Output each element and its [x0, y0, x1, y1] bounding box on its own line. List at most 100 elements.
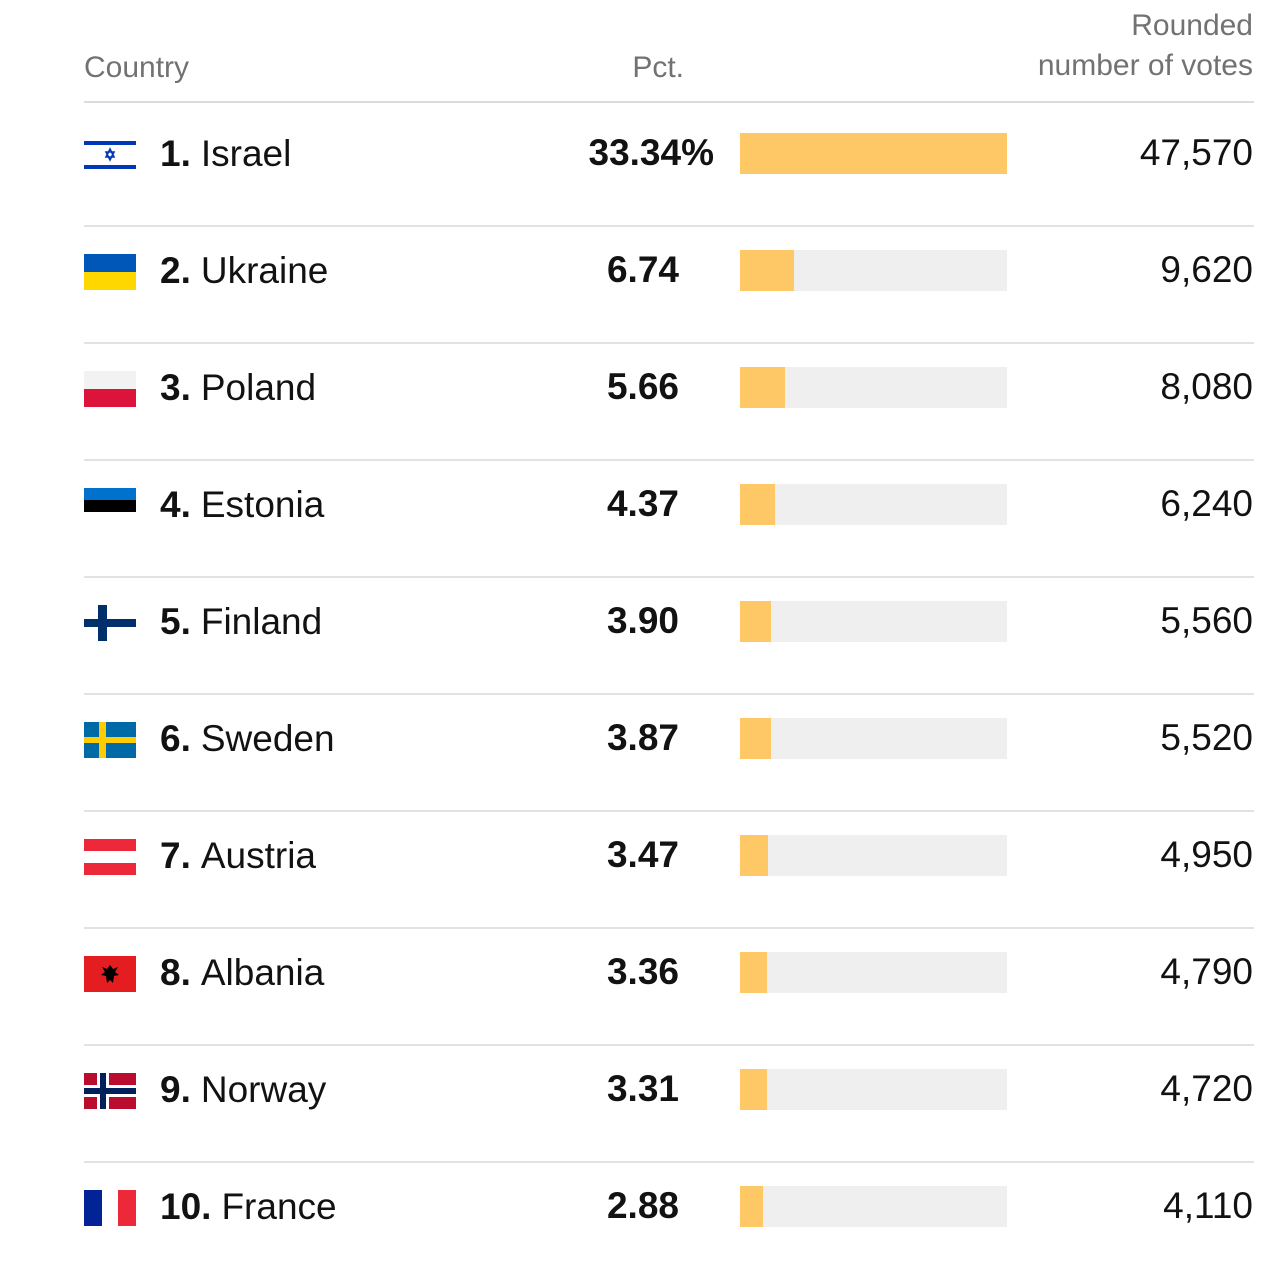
country-name: 4. Estonia — [160, 482, 324, 528]
france-flag-icon — [84, 1190, 136, 1226]
bar — [740, 835, 768, 876]
row-divider — [84, 810, 1254, 812]
country-name: 10. France — [160, 1184, 337, 1230]
austria-flag-icon — [84, 839, 136, 875]
country-rank: 3. — [160, 367, 191, 408]
row-divider — [84, 225, 1254, 227]
finland-flag-icon — [84, 605, 136, 641]
country-name: 7. Austria — [160, 833, 316, 879]
votes-value: 9,620 — [1160, 249, 1253, 290]
country-name: 1. Israel — [160, 131, 291, 177]
votes-value: 5,520 — [1160, 717, 1253, 758]
country-name: 8. Albania — [160, 950, 324, 996]
row-divider — [84, 342, 1254, 344]
bar — [740, 1069, 767, 1110]
bar — [740, 367, 785, 408]
table-row: 3. Poland 5.66 8,080 — [0, 337, 1280, 454]
country-rank: 1. — [160, 133, 191, 174]
pct-value: 3.87 — [606, 717, 679, 758]
country-label: Finland — [200, 601, 323, 642]
albania-flag-icon — [84, 956, 136, 992]
country-label: Ukraine — [200, 250, 329, 291]
bar — [740, 250, 794, 291]
votes-value: 4,720 — [1160, 1068, 1253, 1109]
table-row: 10. France 2.88 4,110 — [0, 1156, 1280, 1273]
country-name: 9. Norway — [160, 1067, 326, 1113]
country-rank: 2. — [160, 250, 191, 291]
votes-value: 47,570 — [1139, 132, 1253, 173]
pct-value: 6.74 — [606, 249, 679, 290]
bar — [740, 601, 771, 642]
pct-value: 4.37 — [606, 483, 679, 524]
votes-value: 4,110 — [1163, 1185, 1253, 1226]
bar-track — [740, 1069, 1007, 1110]
votes-value: 6,240 — [1160, 483, 1253, 524]
country-rank: 9. — [160, 1069, 191, 1110]
bar-track — [740, 484, 1007, 525]
bar-track — [740, 1186, 1007, 1227]
israel-flag-icon — [84, 137, 136, 173]
pct-value: 3.90 — [606, 600, 679, 641]
bar — [740, 1186, 763, 1227]
row-divider — [84, 1161, 1254, 1163]
bar-track — [740, 718, 1007, 759]
country-name: 5. Finland — [160, 599, 322, 645]
country-rank: 8. — [160, 952, 191, 993]
country-label: Estonia — [200, 484, 325, 525]
row-divider — [84, 459, 1254, 461]
header-country: Country — [84, 51, 190, 84]
country-label: Austria — [200, 835, 317, 876]
header-divider — [84, 101, 1254, 103]
country-label: Israel — [200, 133, 292, 174]
ukraine-flag-icon — [84, 254, 136, 290]
row-divider — [84, 576, 1254, 578]
pct-value: 5.66 — [606, 366, 679, 407]
header-votes: Rounded number of votes — [953, 6, 1253, 86]
bar — [740, 718, 771, 759]
country-label: Albania — [200, 952, 325, 993]
header-votes-line1: Rounded — [1131, 9, 1253, 42]
table-row: 9. Norway 3.31 4,720 — [0, 1039, 1280, 1156]
estonia-flag-icon — [84, 488, 136, 524]
pct-value: 33.34% — [588, 132, 715, 173]
country-rank: 4. — [160, 484, 191, 525]
votes-value: 4,950 — [1160, 834, 1253, 875]
table-row: 2. Ukraine 6.74 9,620 — [0, 220, 1280, 337]
country-rank: 7. — [160, 835, 191, 876]
table-row: 1. Israel 33.34% 47,570 — [0, 103, 1280, 220]
row-divider — [84, 693, 1254, 695]
bar-track — [740, 250, 1007, 291]
table-row: 4. Estonia 4.37 6,240 — [0, 454, 1280, 571]
bar-track — [740, 952, 1007, 993]
table-row: 8. Albania 3.36 4,790 — [0, 922, 1280, 1039]
pct-value: 3.36 — [606, 951, 679, 992]
bar — [740, 133, 1007, 174]
bar-track — [740, 367, 1007, 408]
table-row: 5. Finland 3.90 5,560 — [0, 571, 1280, 688]
country-rank: 10. — [160, 1186, 212, 1227]
country-name: 2. Ukraine — [160, 248, 328, 294]
country-label: Norway — [200, 1069, 327, 1110]
bar-track — [740, 601, 1007, 642]
country-label: Sweden — [200, 718, 335, 759]
header-pct: Pct. — [632, 51, 684, 84]
row-divider — [84, 927, 1254, 929]
bar-track — [740, 835, 1007, 876]
pct-value: 3.31 — [606, 1068, 679, 1109]
header-votes-line2: number of votes — [1037, 49, 1253, 82]
votes-value: 5,560 — [1160, 600, 1253, 641]
country-name: 3. Poland — [160, 365, 316, 411]
country-label: France — [221, 1186, 337, 1227]
country-rank: 5. — [160, 601, 191, 642]
poland-flag-icon — [84, 371, 136, 407]
votes-value: 4,790 — [1160, 951, 1253, 992]
row-divider — [84, 1044, 1254, 1046]
bar — [740, 952, 767, 993]
country-name: 6. Sweden — [160, 716, 335, 762]
table-row: 7. Austria 3.47 4,950 — [0, 805, 1280, 922]
sweden-flag-icon — [84, 722, 136, 758]
norway-flag-icon — [84, 1073, 136, 1109]
country-label: Poland — [200, 367, 317, 408]
votes-value: 8,080 — [1160, 366, 1253, 407]
bar-track — [740, 133, 1007, 174]
